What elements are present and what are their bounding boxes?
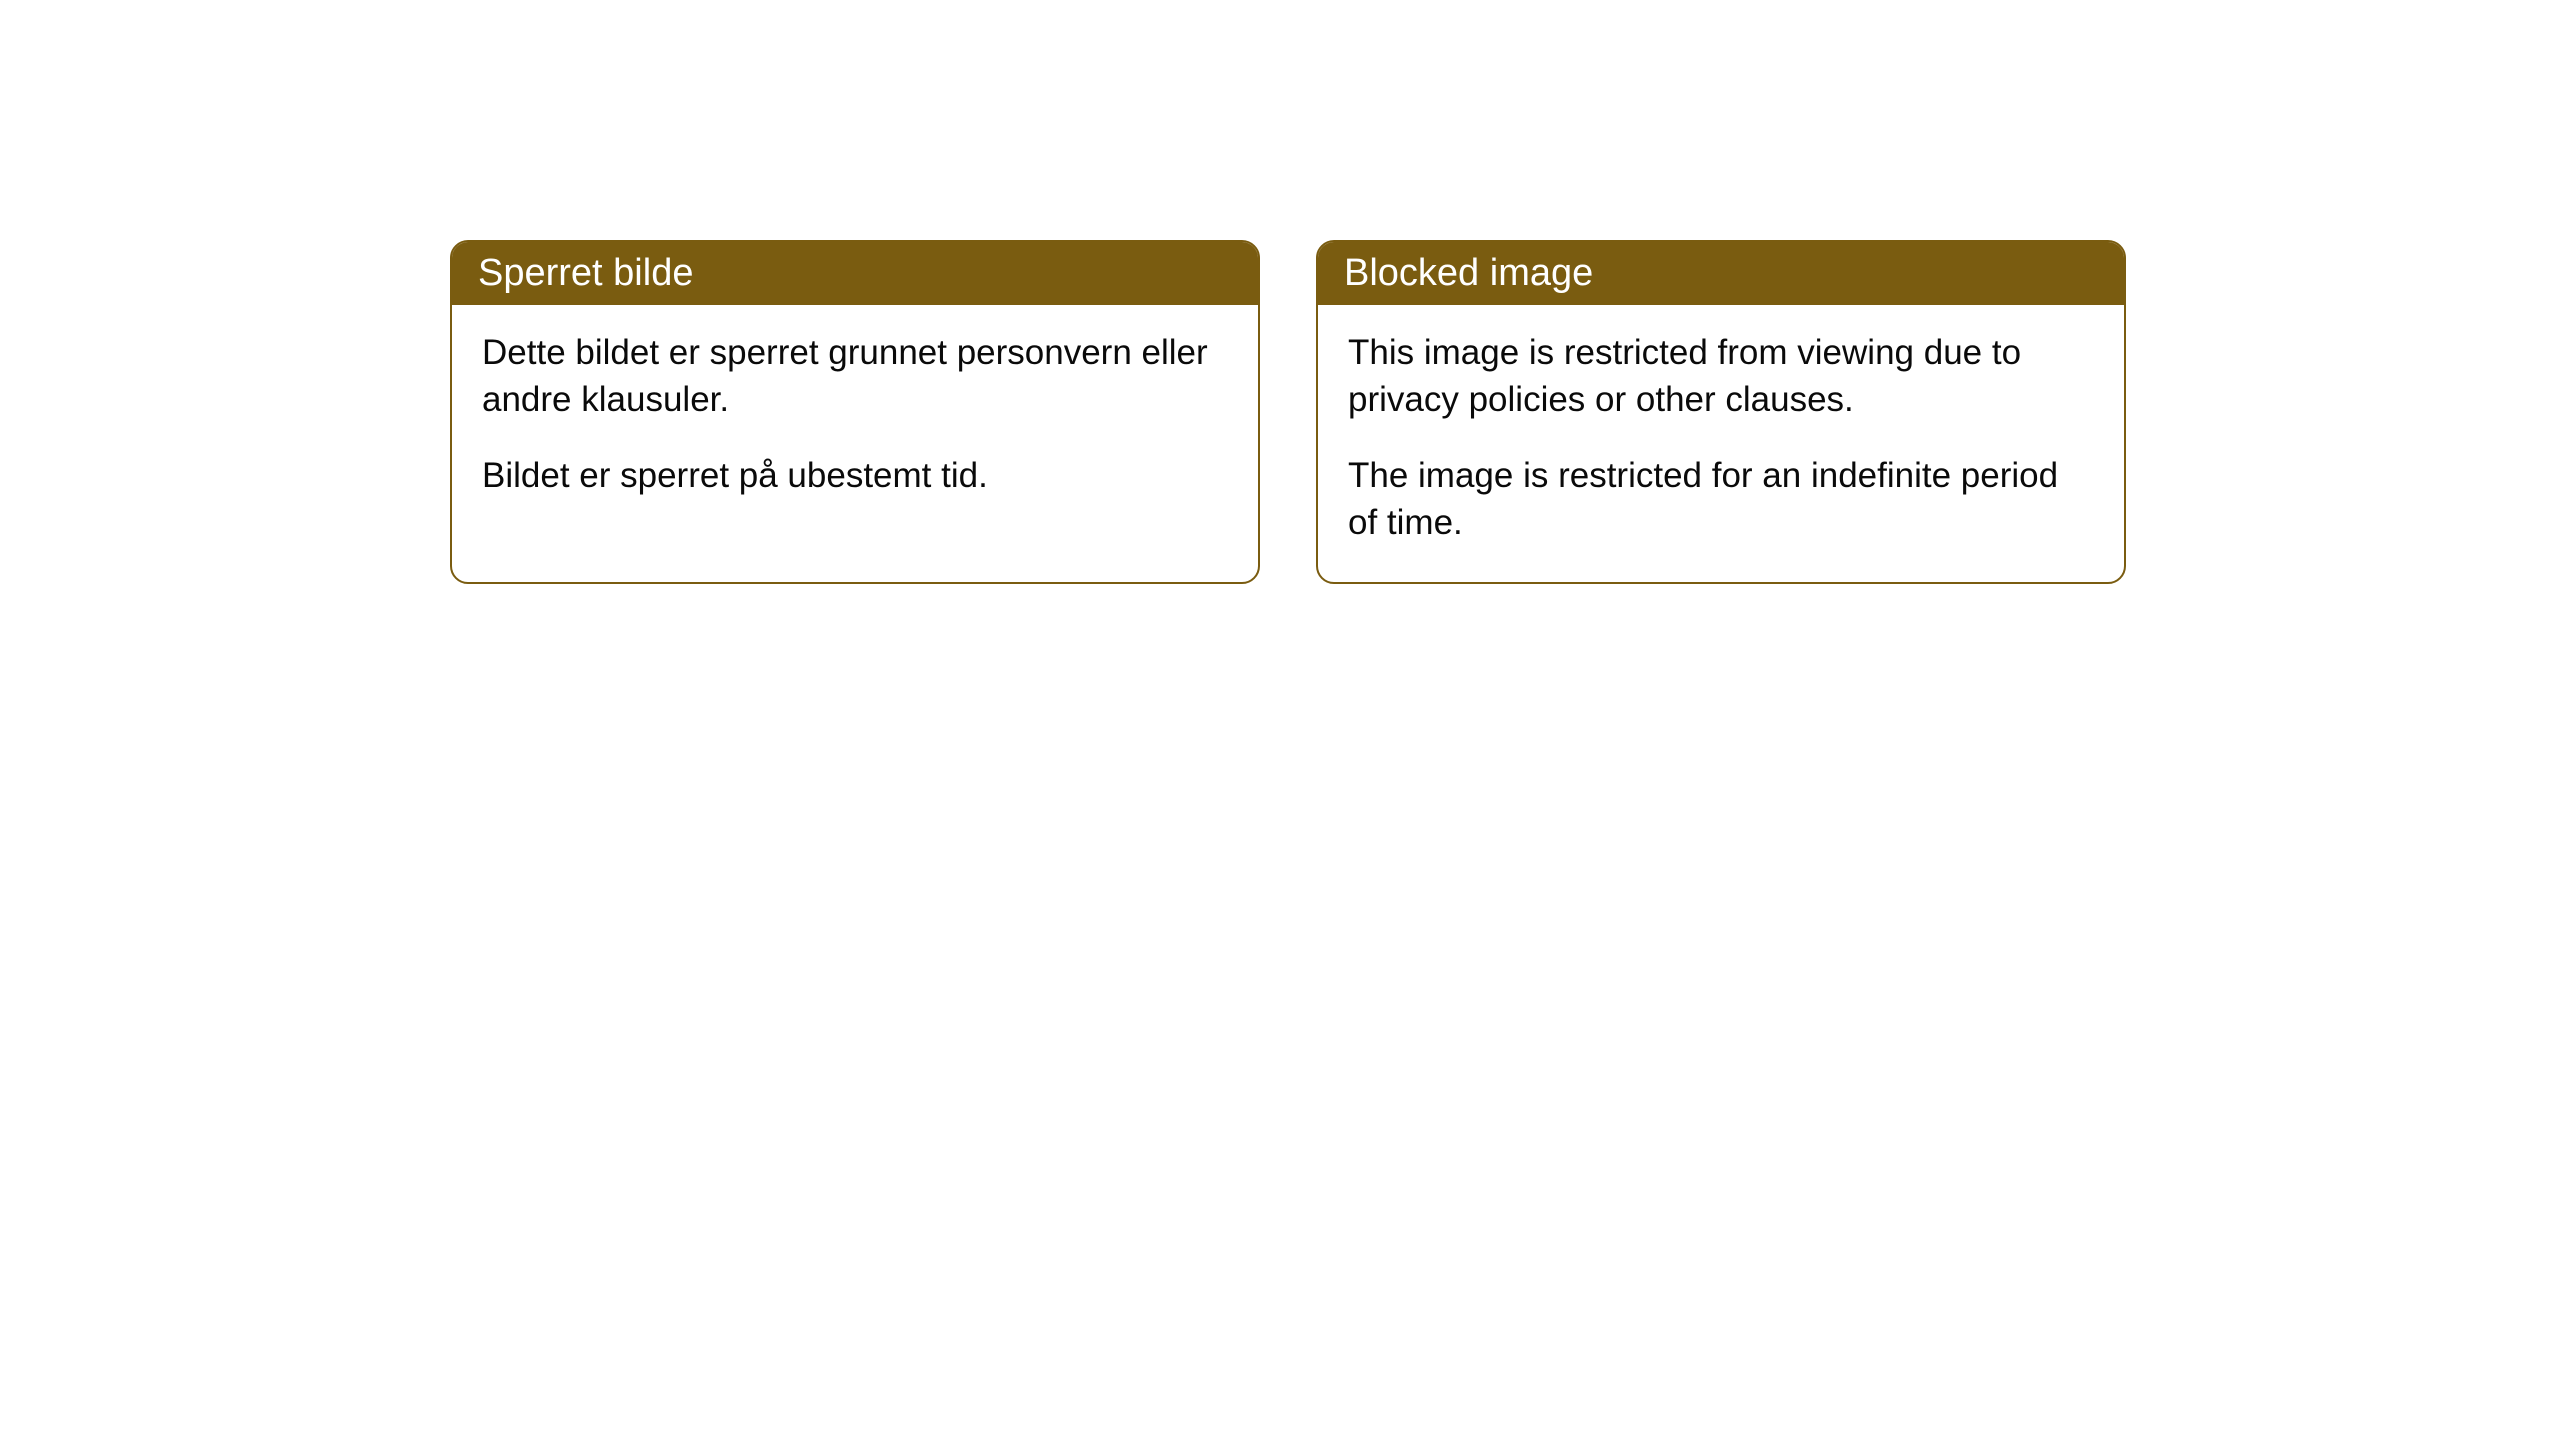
card-header-english: Blocked image <box>1318 242 2124 305</box>
card-paragraph: This image is restricted from viewing du… <box>1348 329 2094 424</box>
card-paragraph: The image is restricted for an indefinit… <box>1348 452 2094 547</box>
card-title: Blocked image <box>1344 252 1593 294</box>
card-body-english: This image is restricted from viewing du… <box>1318 305 2124 582</box>
blocked-image-card-norwegian: Sperret bilde Dette bildet er sperret gr… <box>450 240 1260 584</box>
blocked-image-card-english: Blocked image This image is restricted f… <box>1316 240 2126 584</box>
card-paragraph: Dette bildet er sperret grunnet personve… <box>482 329 1228 424</box>
card-header-norwegian: Sperret bilde <box>452 242 1258 305</box>
notice-container: Sperret bilde Dette bildet er sperret gr… <box>0 0 2560 584</box>
card-title: Sperret bilde <box>478 252 693 294</box>
card-body-norwegian: Dette bildet er sperret grunnet personve… <box>452 305 1258 535</box>
card-paragraph: Bildet er sperret på ubestemt tid. <box>482 452 1228 499</box>
